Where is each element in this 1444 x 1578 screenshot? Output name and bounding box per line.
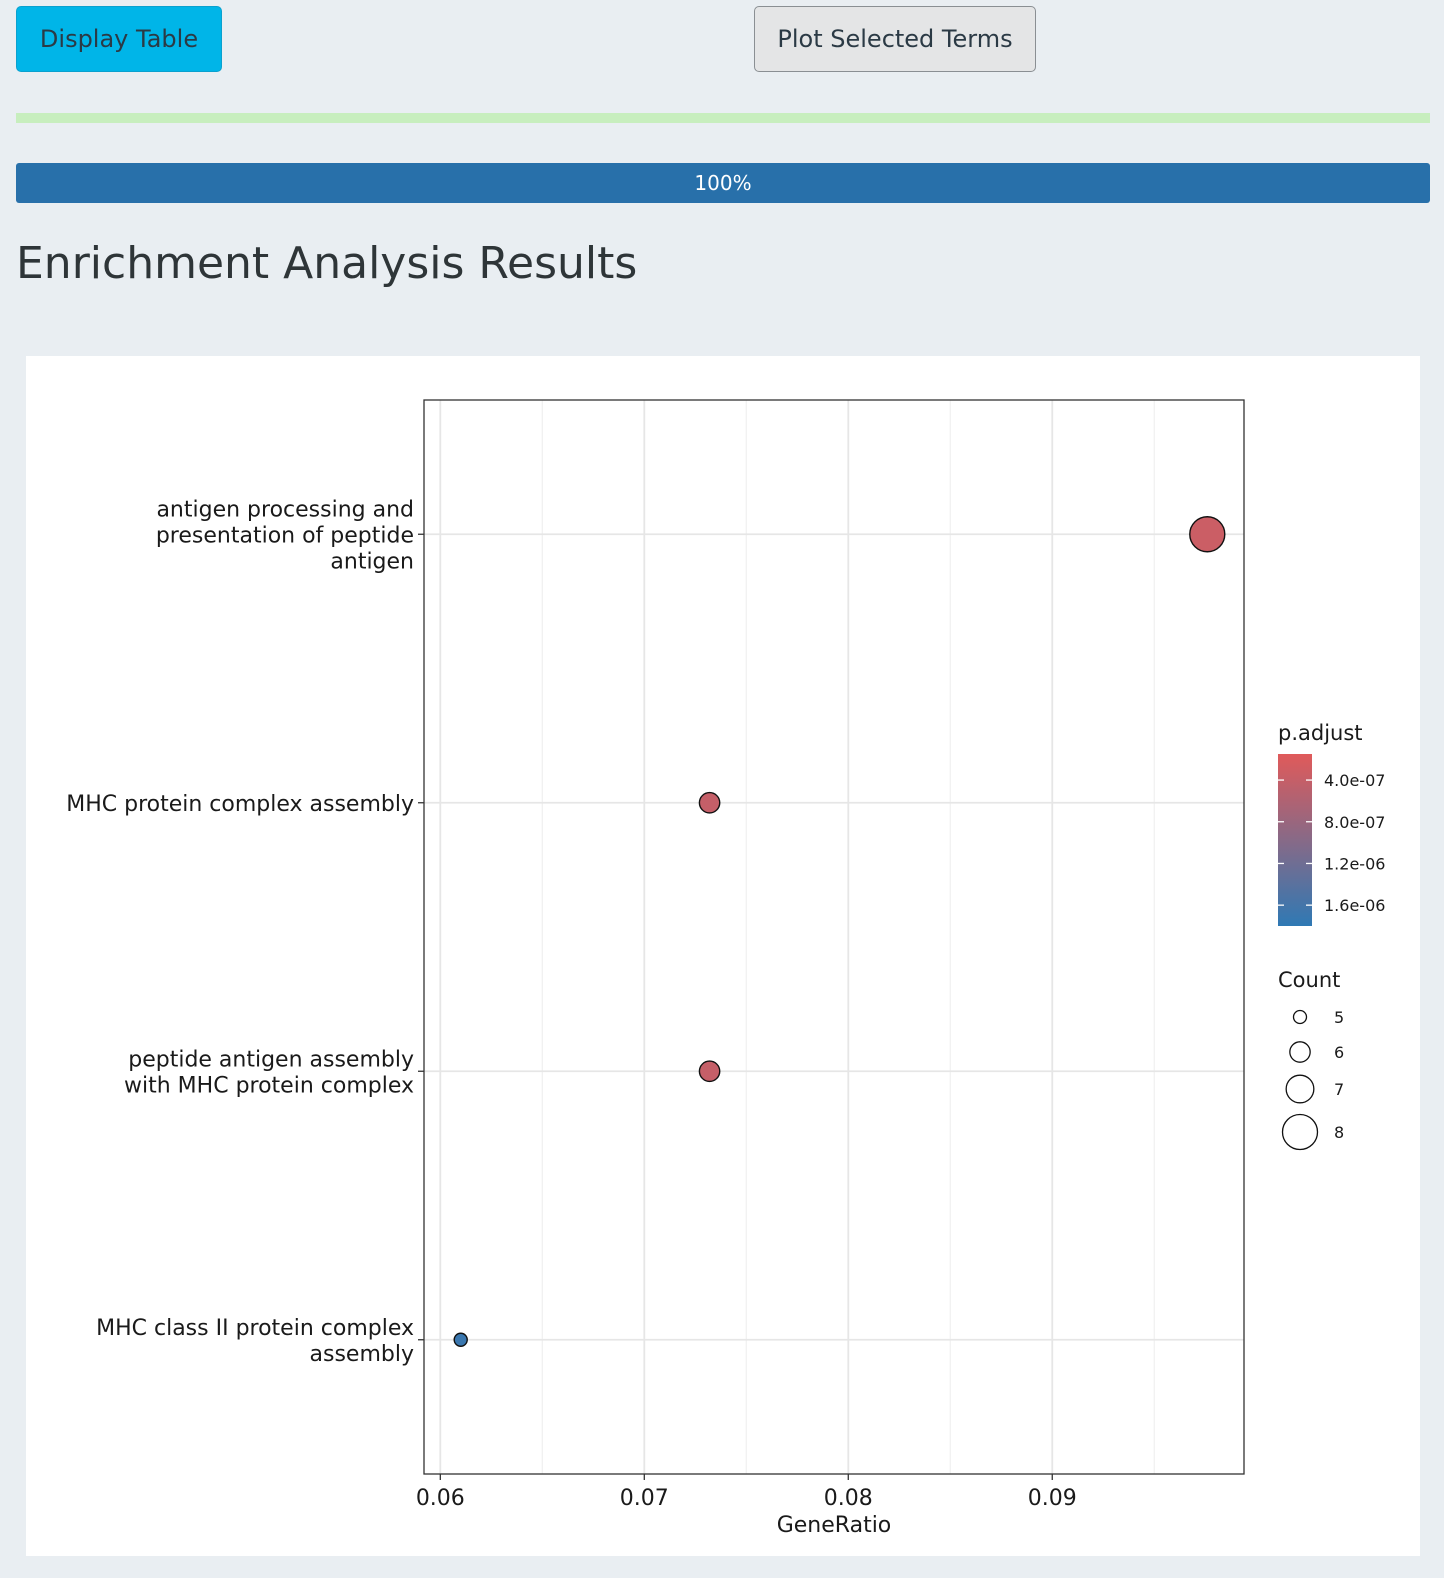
y-tick-label: presentation of peptide (156, 523, 414, 548)
data-point (698, 1060, 721, 1083)
page-title: Enrichment Analysis Results (16, 238, 638, 289)
x-axis-title: GeneRatio (777, 1513, 892, 1538)
size-legend-label: 6 (1334, 1043, 1344, 1062)
x-tick-label: 0.07 (620, 1486, 669, 1511)
color-legend-label: 1.6e-06 (1324, 896, 1385, 915)
y-tick-label: MHC protein complex assembly (66, 792, 414, 817)
y-tick-label: with MHC protein complex (124, 1073, 414, 1098)
color-legend-label: 1.2e-06 (1324, 854, 1385, 873)
x-tick-label: 0.09 (1028, 1486, 1077, 1511)
color-legend-label: 8.0e-07 (1324, 813, 1385, 832)
progress-label: 100% (694, 171, 752, 195)
progress-fill: 100% (16, 163, 1430, 203)
chart-card: antigen processing and presentation of pe… (26, 356, 1420, 1556)
color-legend-bar (1278, 754, 1312, 926)
size-legend-title: Count (1278, 968, 1340, 992)
size-legend-label: 8 (1334, 1123, 1344, 1142)
size-legend-key (1281, 1113, 1319, 1151)
size-legend-label: 5 (1334, 1008, 1344, 1027)
y-tick-label: assembly (310, 1342, 414, 1367)
display-table-button[interactable]: Display Table (16, 6, 222, 72)
x-tick-label: 0.08 (824, 1486, 873, 1511)
y-tick-label: antigen processing and (156, 497, 414, 522)
y-tick-label: antigen (330, 549, 414, 574)
data-point (453, 1332, 468, 1347)
data-point (698, 791, 721, 814)
divider (16, 113, 1430, 123)
data-point (1189, 516, 1226, 553)
x-tick-label: 0.06 (416, 1486, 465, 1511)
size-legend-label: 7 (1334, 1080, 1344, 1099)
color-legend-label: 4.0e-07 (1324, 771, 1385, 790)
color-legend-title: p.adjust (1278, 721, 1363, 745)
size-legend-key (1292, 1009, 1308, 1025)
plot-selected-terms-button[interactable]: Plot Selected Terms (754, 6, 1036, 72)
y-tick-label: MHC class II protein complex (96, 1316, 414, 1341)
plot-panel-border (423, 399, 1245, 1475)
progress-bar: 100% (16, 163, 1430, 203)
y-tick-label: peptide antigen assembly (128, 1047, 414, 1072)
size-legend-key (1289, 1041, 1311, 1063)
size-legend-key (1285, 1074, 1315, 1104)
